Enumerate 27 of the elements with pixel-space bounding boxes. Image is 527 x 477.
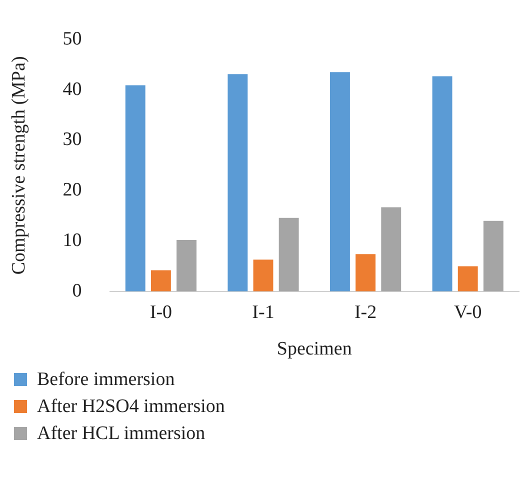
- bar: [278, 218, 299, 292]
- y-axis-title: Compressive strength (MPa): [8, 56, 30, 275]
- x-tick-label: I-0: [150, 302, 172, 323]
- x-axis-title: Specimen: [276, 338, 352, 360]
- bar: [150, 270, 171, 292]
- y-tick-label: 40: [62, 78, 82, 100]
- x-tick-label: I-2: [354, 302, 377, 323]
- bar: [253, 260, 274, 292]
- bar: [432, 76, 452, 292]
- bar: [176, 240, 196, 292]
- bar: [381, 207, 402, 292]
- x-tick-label: I-1: [252, 302, 274, 323]
- y-tick-label: 20: [62, 180, 82, 201]
- legend-label: After H2SO4 immersion: [37, 396, 225, 418]
- y-tick-label: 10: [62, 230, 82, 251]
- bar: [483, 220, 504, 292]
- bar: [228, 74, 248, 292]
- legend-label: After HCL immersion: [37, 422, 206, 444]
- x-tick-label: V-0: [454, 302, 482, 323]
- y-tick-label: 50: [62, 28, 82, 50]
- legend-label: Before immersion: [37, 368, 175, 390]
- bar: [125, 85, 146, 292]
- y-tick-label: 30: [62, 129, 82, 150]
- bar: [330, 72, 350, 292]
- bar: [356, 254, 376, 292]
- bar: [458, 266, 478, 292]
- y-tick-label: 0: [72, 280, 82, 302]
